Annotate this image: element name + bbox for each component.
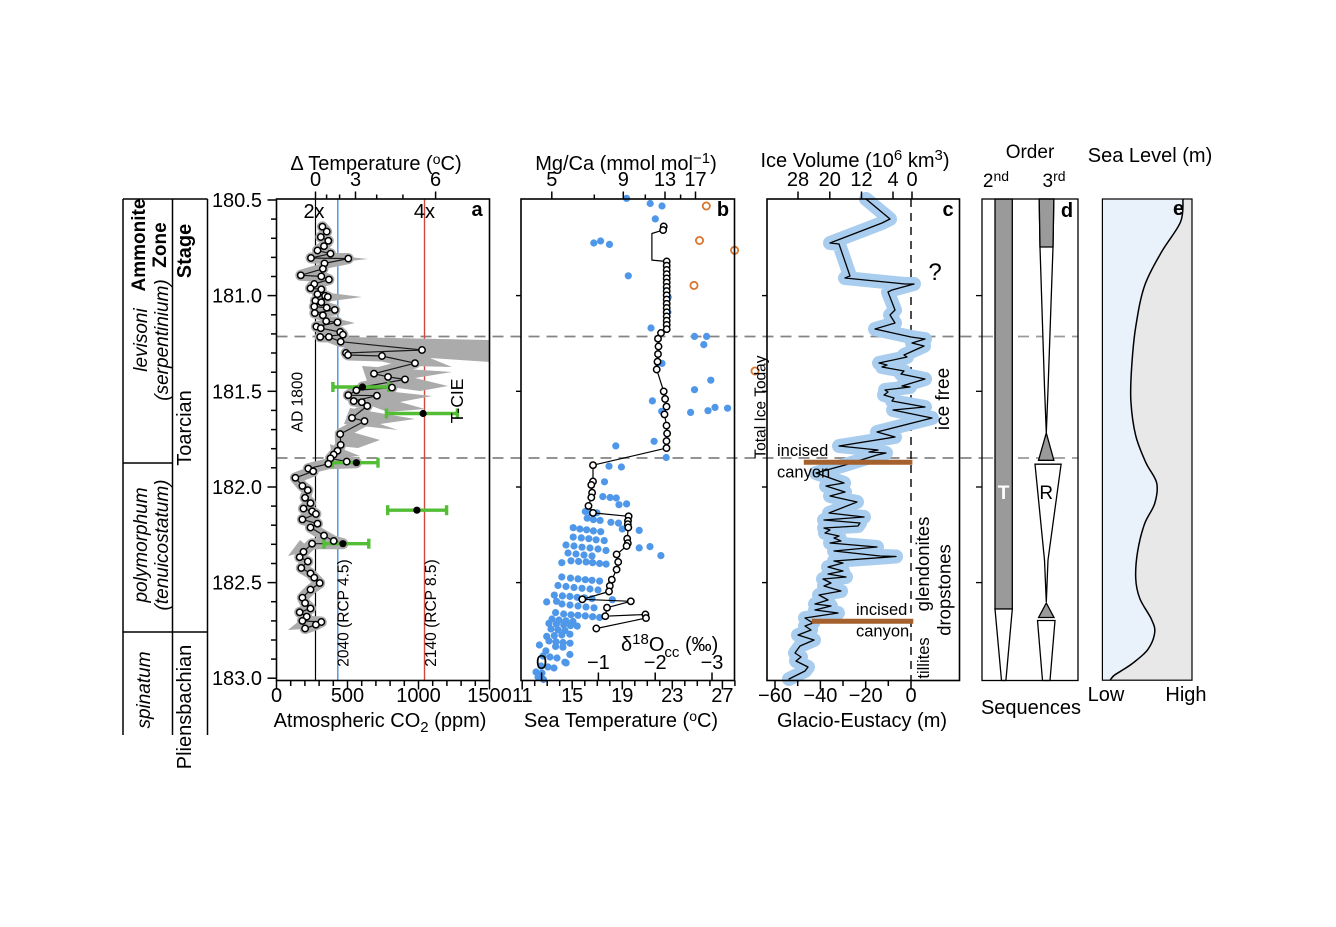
svg-text:0: 0 — [905, 685, 916, 707]
svg-text:Low: Low — [1088, 684, 1125, 706]
svg-text:500: 500 — [331, 685, 364, 707]
svg-text:c: c — [942, 199, 953, 221]
svg-text:6: 6 — [430, 169, 441, 191]
svg-text:Δ Temperature (oC): Δ Temperature (oC) — [290, 151, 461, 175]
svg-text:Glacio-Eustacy (m): Glacio-Eustacy (m) — [777, 710, 947, 732]
svg-text:Sea Level (m): Sea Level (m) — [1088, 145, 1213, 167]
svg-text:−60: −60 — [758, 685, 792, 707]
svg-text:182.0: 182.0 — [212, 477, 262, 499]
svg-text:0: 0 — [310, 169, 321, 191]
svg-text:183.0: 183.0 — [212, 668, 262, 690]
svg-text:2x: 2x — [303, 201, 324, 223]
svg-text:T: T — [998, 483, 1010, 504]
svg-text:ice free: ice free — [933, 368, 954, 430]
svg-text:28: 28 — [787, 169, 809, 191]
svg-text:4: 4 — [887, 169, 898, 191]
svg-text:2140 (RCP 8.5): 2140 (RCP 8.5) — [423, 559, 440, 666]
svg-text:9: 9 — [618, 169, 629, 191]
svg-text:1500: 1500 — [467, 685, 512, 707]
svg-text:180.5: 180.5 — [212, 190, 262, 212]
svg-text:181.5: 181.5 — [212, 381, 262, 403]
svg-text:0: 0 — [536, 652, 547, 674]
svg-text:e: e — [1173, 198, 1184, 220]
svg-text:13: 13 — [654, 169, 676, 191]
svg-text:Atmospheric CO2 (ppm): Atmospheric CO2 (ppm) — [274, 710, 487, 736]
svg-text:canyon: canyon — [856, 623, 909, 641]
svg-text:Total Ice Today: Total Ice Today — [752, 355, 769, 458]
svg-text:R: R — [1039, 483, 1053, 504]
svg-text:d: d — [1061, 200, 1073, 222]
svg-text:AD 1800: AD 1800 — [289, 371, 306, 432]
svg-text:incised: incised — [856, 601, 907, 619]
svg-text:Mg/Ca (mmol mol−1): Mg/Ca (mmol mol−1) — [535, 150, 717, 175]
svg-text:levisoni(serpentinium): levisoni(serpentinium) — [131, 279, 173, 400]
svg-text:15: 15 — [561, 685, 583, 707]
svg-text:Sequences: Sequences — [981, 697, 1081, 719]
svg-text:High: High — [1165, 684, 1206, 706]
svg-text:12: 12 — [850, 169, 872, 191]
svg-text:−20: −20 — [849, 685, 883, 707]
svg-text:Toarcian: Toarcian — [174, 390, 196, 466]
svg-text:−1: −1 — [587, 652, 610, 674]
svg-text:1000: 1000 — [396, 685, 441, 707]
svg-text:19: 19 — [611, 685, 633, 707]
svg-text:?: ? — [928, 259, 941, 286]
svg-text:−3: −3 — [701, 652, 724, 674]
svg-text:182.5: 182.5 — [212, 573, 262, 595]
svg-text:23: 23 — [661, 685, 683, 707]
svg-text:−40: −40 — [803, 685, 837, 707]
svg-text:Pliensbachian: Pliensbachian — [174, 645, 196, 770]
svg-text:0: 0 — [906, 169, 917, 191]
svg-text:T-CIE: T-CIE — [447, 379, 467, 424]
svg-text:20: 20 — [819, 169, 841, 191]
svg-text:b: b — [717, 199, 729, 221]
svg-text:3: 3 — [350, 169, 361, 191]
svg-text:Stage: Stage — [174, 224, 196, 278]
svg-text:dropstones: dropstones — [934, 544, 955, 636]
svg-text:tillites: tillites — [915, 637, 933, 678]
svg-text:canyon: canyon — [777, 464, 830, 482]
svg-text:spinatum: spinatum — [134, 651, 155, 728]
svg-text:Ice Volume (106 km3): Ice Volume (106 km3) — [761, 147, 950, 172]
svg-text:glendonites: glendonites — [912, 517, 933, 612]
svg-text:4x: 4x — [414, 201, 435, 223]
svg-text:a: a — [471, 199, 483, 221]
svg-text:0: 0 — [271, 685, 282, 707]
svg-text:181.0: 181.0 — [212, 286, 262, 308]
svg-text:17: 17 — [684, 169, 706, 191]
svg-text:−2: −2 — [644, 652, 667, 674]
svg-text:2040 (RCP 4.5): 2040 (RCP 4.5) — [336, 559, 353, 666]
svg-text:Sea Temperature (oC): Sea Temperature (oC) — [524, 708, 718, 732]
svg-text:11: 11 — [512, 685, 533, 707]
svg-text:incised: incised — [777, 442, 828, 460]
svg-text:polymorphum(tenuicostatum): polymorphum(tenuicostatum) — [131, 480, 173, 611]
svg-text:5: 5 — [546, 169, 557, 191]
svg-text:AmmoniteZone: AmmoniteZone — [129, 199, 171, 292]
svg-text:27: 27 — [711, 685, 733, 707]
svg-text:Order: Order — [1006, 142, 1055, 163]
